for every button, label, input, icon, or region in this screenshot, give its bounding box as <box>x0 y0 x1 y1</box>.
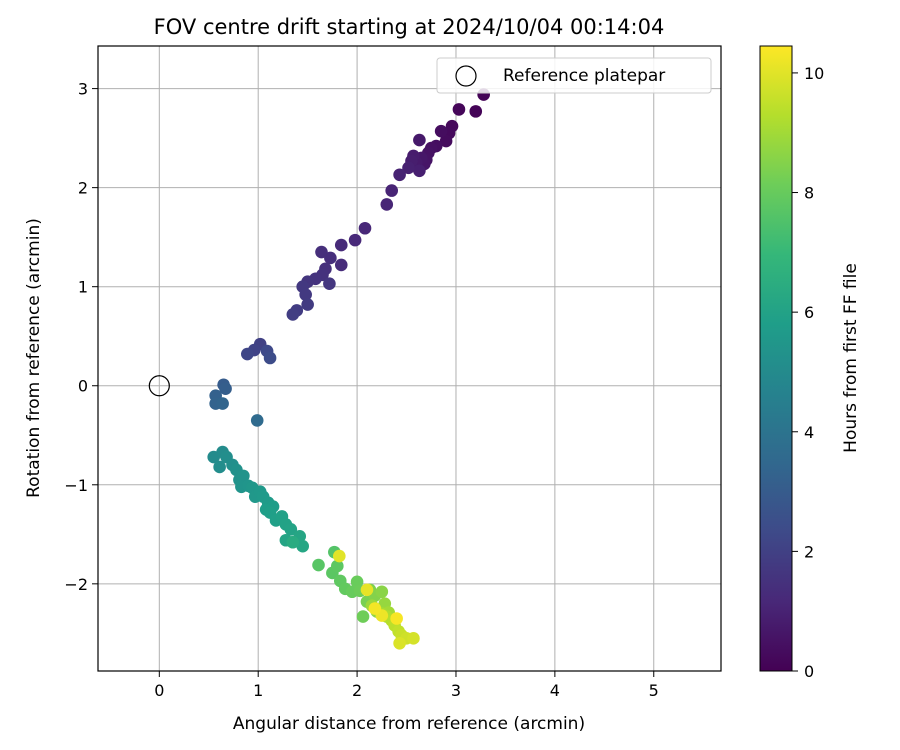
data-point <box>439 134 453 148</box>
data-point <box>324 251 337 265</box>
data-point <box>219 382 232 396</box>
colorbar-tick-label: 6 <box>804 303 814 322</box>
y-axis-label: Rotation from reference (arcmin) <box>24 218 44 498</box>
colorbar-tick-label: 0 <box>804 662 814 681</box>
data-point <box>385 184 399 197</box>
reference-platepar-marker <box>148 375 170 397</box>
data-point <box>402 161 415 175</box>
data-point <box>315 245 328 259</box>
data-point <box>250 414 264 427</box>
colorbar-tick-label: 2 <box>804 542 814 561</box>
x-tick-label: 3 <box>451 681 461 700</box>
data-point <box>334 238 348 252</box>
data-point <box>312 558 325 572</box>
x-axis-label: Angular distance from reference (arcmin) <box>233 714 585 734</box>
y-tick-label: 0 <box>78 377 88 396</box>
colorbar-tick-label: 4 <box>804 423 814 442</box>
legend-marker-open-circle <box>455 65 477 87</box>
axis-ticks: 0 1 2 3 4 5 −2 −1 0 1 2 3 <box>64 80 658 700</box>
y-tick-label: 1 <box>78 278 88 297</box>
x-tick-label: 1 <box>253 681 263 700</box>
data-point <box>413 164 426 178</box>
x-tick-label: 2 <box>352 681 362 700</box>
colorbar-ticks: 0 2 4 6 8 10 <box>792 64 824 681</box>
data-point <box>393 636 406 650</box>
legend-box <box>436 57 712 94</box>
data-point <box>301 298 314 311</box>
y-tick-label: 3 <box>78 80 88 99</box>
data-point <box>407 632 420 645</box>
y-tick-label: −1 <box>64 476 88 495</box>
data-point <box>375 585 389 599</box>
data-point <box>452 103 466 116</box>
x-tick-label: 0 <box>154 681 164 700</box>
data-point <box>286 308 300 321</box>
data-point <box>241 347 254 361</box>
legend: Reference platepar <box>436 57 712 94</box>
colorbar-label: Hours from first FF file <box>841 263 861 453</box>
data-point <box>356 610 370 623</box>
reference-marker <box>148 375 170 397</box>
data-point <box>390 612 403 625</box>
grid-lines <box>98 46 721 671</box>
data-point <box>380 198 394 211</box>
data-point <box>216 397 229 410</box>
data-point <box>263 351 277 365</box>
data-point <box>469 105 483 118</box>
chart-title: FOV centre drift starting at 2024/10/04 … <box>154 15 665 39</box>
colorbar-tick-label: 10 <box>804 64 824 83</box>
x-tick-label: 4 <box>550 681 560 700</box>
data-point <box>393 168 406 182</box>
data-point <box>286 535 300 549</box>
data-point <box>284 523 298 536</box>
y-tick-label: 2 <box>78 179 88 198</box>
data-point <box>299 288 312 301</box>
data-point <box>368 602 382 615</box>
colorbar: 0 2 4 6 8 10 Hours from first FF file <box>759 45 861 681</box>
data-point <box>348 233 362 247</box>
data-point <box>213 460 226 474</box>
data-point <box>296 539 310 553</box>
legend-label: Reference platepar <box>503 66 665 86</box>
data-points <box>207 88 490 650</box>
data-point <box>413 133 426 147</box>
data-point <box>360 583 374 597</box>
colorbar-tick-label: 8 <box>804 184 814 203</box>
data-point <box>358 221 372 235</box>
data-point <box>332 549 346 563</box>
x-tick-label: 5 <box>649 681 659 700</box>
y-tick-label: −2 <box>64 575 88 594</box>
data-point <box>434 124 448 138</box>
data-point <box>323 277 336 291</box>
data-point <box>331 559 344 573</box>
data-point <box>334 258 348 272</box>
plot-frame <box>97 45 722 672</box>
colorbar-gradient <box>759 45 793 672</box>
data-point <box>237 469 250 483</box>
